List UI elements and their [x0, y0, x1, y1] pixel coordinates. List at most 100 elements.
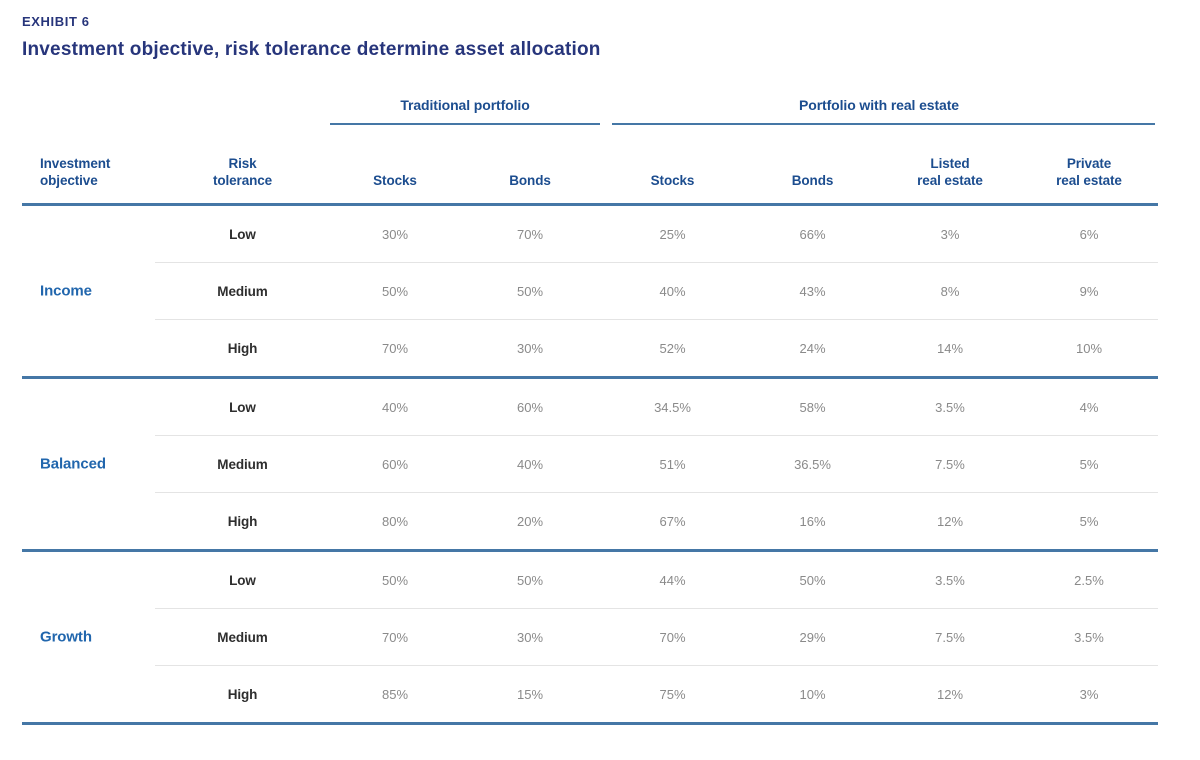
- cell-value: 7.5%: [935, 629, 965, 645]
- cell-value: 15%: [516, 686, 544, 702]
- cell-value: 30%: [516, 340, 544, 356]
- objective-label-growth: Growth: [40, 628, 92, 646]
- cell-value: 52%: [659, 340, 686, 356]
- column-header-row: Investment objective Risk tolerance Stoc…: [22, 125, 1158, 203]
- cell-value: 60%: [381, 456, 409, 472]
- table-row: High 85% 15% 75% 10% 12% 3%: [22, 666, 1158, 722]
- cell-value: 50%: [516, 572, 544, 588]
- cell-value: 50%: [381, 572, 409, 588]
- column-header-listed-real-estate: Listed real estate: [917, 156, 983, 188]
- table-row: Medium 60% 40% 51% 36.5% 7.5% 5%: [22, 436, 1158, 492]
- group-header-portfolio-with-real-estate: Portfolio with real estate: [600, 97, 1158, 125]
- cell-value: 60%: [516, 399, 544, 415]
- cell-value: 9%: [1079, 283, 1099, 299]
- cell-value: 6%: [1079, 226, 1099, 242]
- cell-value: 14%: [936, 340, 964, 356]
- cell-value: 58%: [799, 399, 826, 415]
- group-header-label: Portfolio with real estate: [799, 97, 959, 113]
- group-header-row: Traditional portfolio Portfolio with rea…: [22, 97, 1158, 125]
- asset-allocation-table: Traditional portfolio Portfolio with rea…: [22, 97, 1158, 725]
- column-header-investment-objective: Investment objective: [40, 156, 111, 188]
- row-separator: [155, 665, 1158, 666]
- cell-value: 70%: [381, 629, 409, 645]
- column-header-risk-tolerance: Risk tolerance: [212, 156, 273, 188]
- cell-value: 44%: [659, 572, 686, 588]
- column-header-bonds-real-estate: Bonds: [791, 173, 834, 188]
- cell-value: 30%: [516, 629, 544, 645]
- cell-value: 3%: [940, 226, 960, 242]
- cell-value: 12%: [936, 686, 964, 702]
- page-title: Investment objective, risk tolerance det…: [22, 39, 601, 60]
- cell-value: 2.5%: [1074, 572, 1104, 588]
- objective-label-income: Income: [40, 282, 92, 300]
- cell-value: 3.5%: [935, 399, 965, 415]
- risk-label: High: [227, 686, 258, 702]
- risk-label: Medium: [217, 283, 268, 299]
- cell-value: 70%: [659, 629, 686, 645]
- cell-value: 70%: [516, 226, 544, 242]
- cell-value: 75%: [659, 686, 686, 702]
- cell-value: 7.5%: [935, 456, 965, 472]
- cell-value: 50%: [516, 283, 544, 299]
- cell-value: 80%: [381, 513, 409, 529]
- header-divider-line: [22, 203, 1158, 206]
- row-separator: [155, 262, 1158, 263]
- cell-value: 3.5%: [1074, 629, 1104, 645]
- cell-value: 40%: [381, 399, 409, 415]
- cell-value: 8%: [940, 283, 960, 299]
- cell-value: 25%: [659, 226, 686, 242]
- cell-value: 3.5%: [935, 572, 965, 588]
- objective-label-balanced: Balanced: [40, 455, 106, 473]
- table-row: Low 50% 50% 44% 50% 3.5% 2.5%: [22, 552, 1158, 608]
- risk-label: Low: [229, 572, 256, 588]
- table-row: Medium 70% 30% 70% 29% 7.5% 3.5%: [22, 609, 1158, 665]
- cell-value: 36.5%: [794, 456, 831, 472]
- cell-value: 30%: [381, 226, 409, 242]
- cell-value: 10%: [1075, 340, 1103, 356]
- cell-value: 5%: [1079, 513, 1099, 529]
- cell-value: 29%: [799, 629, 826, 645]
- table-row: Low 30% 70% 25% 66% 3% 6%: [22, 206, 1158, 262]
- section-income: Income Low 30% 70% 25% 66% 3% 6% Medium …: [22, 206, 1158, 376]
- risk-label: Medium: [217, 629, 268, 645]
- column-header-stocks-traditional: Stocks: [373, 173, 417, 188]
- cell-value: 3%: [1079, 686, 1099, 702]
- cell-value: 43%: [799, 283, 826, 299]
- row-separator: [155, 492, 1158, 493]
- cell-value: 34.5%: [654, 399, 691, 415]
- cell-value: 40%: [516, 456, 544, 472]
- section-balanced: Balanced Low 40% 60% 34.5% 58% 3.5% 4% M…: [22, 379, 1158, 549]
- cell-value: 85%: [381, 686, 409, 702]
- row-separator: [155, 435, 1158, 436]
- group-underline: [330, 123, 600, 125]
- column-header-stocks-real-estate: Stocks: [650, 173, 695, 188]
- table-row: High 70% 30% 52% 24% 14% 10%: [22, 320, 1158, 376]
- cell-value: 12%: [936, 513, 964, 529]
- cell-value: 16%: [799, 513, 826, 529]
- table-row: High 80% 20% 67% 16% 12% 5%: [22, 493, 1158, 549]
- cell-value: 5%: [1079, 456, 1099, 472]
- table-bottom-line: [22, 722, 1158, 725]
- risk-label: Low: [229, 399, 256, 415]
- risk-label: High: [227, 513, 258, 529]
- row-separator: [155, 319, 1158, 320]
- section-growth: Growth Low 50% 50% 44% 50% 3.5% 2.5% Med…: [22, 552, 1158, 722]
- section-divider-line: [22, 549, 1158, 552]
- cell-value: 24%: [799, 340, 826, 356]
- group-header-traditional-portfolio: Traditional portfolio: [330, 97, 600, 125]
- cell-value: 66%: [799, 226, 826, 242]
- cell-value: 70%: [381, 340, 409, 356]
- cell-value: 67%: [659, 513, 686, 529]
- risk-label: Medium: [217, 456, 268, 472]
- cell-value: 51%: [659, 456, 686, 472]
- row-separator: [155, 608, 1158, 609]
- group-header-label: Traditional portfolio: [400, 97, 530, 113]
- risk-label: Low: [229, 226, 256, 242]
- section-divider-line: [22, 376, 1158, 379]
- cell-value: 40%: [659, 283, 686, 299]
- cell-value: 10%: [799, 686, 826, 702]
- cell-value: 50%: [799, 572, 826, 588]
- risk-label: High: [227, 340, 258, 356]
- exhibit-label: EXHIBIT 6: [22, 14, 90, 29]
- cell-value: 20%: [516, 513, 544, 529]
